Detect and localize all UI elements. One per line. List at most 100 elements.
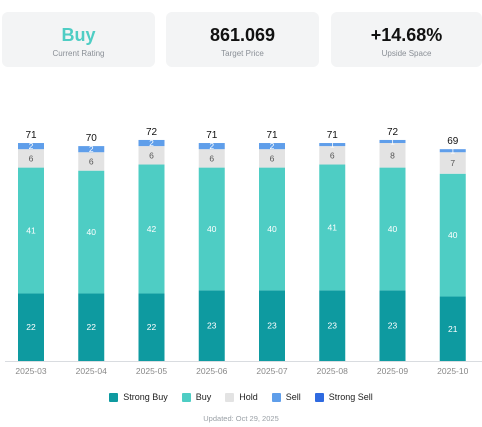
- data-label: 1: [390, 136, 395, 146]
- data-label: 21: [448, 324, 458, 334]
- legend-swatch: [271, 392, 281, 402]
- bar-segment: [319, 164, 346, 291]
- data-label: 2: [29, 141, 34, 151]
- bar-total-label: 71: [327, 130, 339, 141]
- bar-total-label: 72: [387, 127, 399, 138]
- bar-segment: [18, 293, 44, 361]
- bar-total-label: 72: [146, 127, 158, 138]
- bar-segment: [138, 164, 165, 294]
- data-label: 6: [209, 153, 214, 163]
- data-label: 40: [448, 230, 458, 240]
- chart-legend: Strong Buy Buy Hold Sell Strong Sell: [0, 392, 482, 402]
- upside-space-label: Upside Space: [381, 49, 432, 58]
- legend-label: Hold: [239, 392, 258, 402]
- legend-item: Strong Buy: [109, 392, 168, 402]
- bar-segment: [78, 146, 105, 153]
- bar-segment: [259, 290, 285, 361]
- bar-segment: [319, 143, 346, 147]
- bar-segment: [18, 143, 44, 150]
- bar-segment: [379, 290, 406, 361]
- bar-segment: [138, 139, 165, 147]
- data-label: 23: [207, 321, 217, 331]
- bar-total-label: 71: [206, 130, 218, 141]
- x-tick-label: 2025-03: [15, 366, 46, 376]
- target-price-card: 861.069 Target Price: [166, 12, 319, 67]
- bar-segment: [379, 143, 406, 168]
- data-label: 7: [450, 158, 455, 168]
- legend-item: Strong Sell: [314, 392, 373, 402]
- x-tick-label: 2025-09: [377, 366, 408, 376]
- bar-segment: [198, 167, 225, 291]
- bar-segment: [198, 143, 225, 150]
- current-rating-label: Current Rating: [52, 49, 105, 58]
- x-tick-label: 2025-08: [317, 366, 348, 376]
- target-price-value: 861.069: [209, 25, 276, 45]
- x-tick-label: 2025-06: [196, 366, 227, 376]
- data-label: 2: [270, 141, 275, 151]
- data-label: 2: [209, 141, 214, 151]
- bar-segment: [138, 146, 165, 165]
- data-label: 1: [330, 140, 335, 150]
- bar-segment: [439, 296, 466, 361]
- data-label: 40: [87, 227, 97, 237]
- data-label: 40: [207, 224, 217, 234]
- bar-segment: [198, 149, 225, 168]
- bar-segment: [259, 167, 285, 291]
- legend-item: Buy: [181, 392, 212, 402]
- bar-segment: [379, 167, 406, 291]
- data-label: 23: [267, 321, 277, 331]
- data-label: 22: [147, 322, 157, 332]
- legend-swatch: [109, 392, 119, 402]
- upside-space-card: +14.68% Upside Space: [331, 12, 482, 67]
- legend-swatch: [181, 392, 191, 402]
- data-label: 8: [390, 150, 395, 160]
- current-rating-card: Buy Current Rating: [2, 12, 155, 67]
- bar-segment: [78, 170, 105, 294]
- bar-segment: [78, 293, 105, 361]
- updated-timestamp: Updated: Oct 29, 2025: [203, 414, 279, 423]
- data-label: 40: [267, 224, 277, 234]
- data-label: 40: [388, 224, 398, 234]
- legend-item: Hold: [225, 392, 258, 402]
- data-label: 6: [330, 150, 335, 160]
- bar-segment: [259, 149, 285, 168]
- target-price-label: Target Price: [221, 49, 264, 58]
- data-label: 6: [89, 156, 94, 166]
- data-label: 42: [147, 224, 157, 234]
- legend-label: Strong Sell: [328, 392, 373, 402]
- bar-segment: [18, 167, 44, 294]
- data-label: 41: [328, 222, 338, 232]
- bar-segment: [319, 146, 346, 165]
- bar-segment: [439, 152, 466, 174]
- x-tick-label: 2025-07: [256, 366, 287, 376]
- x-tick-label: 2025-04: [76, 366, 107, 376]
- data-label: 23: [328, 321, 338, 331]
- bar-segment: [138, 293, 165, 361]
- upside-space-value: +14.68%: [370, 25, 443, 45]
- data-label: 22: [87, 322, 97, 332]
- data-label: 6: [149, 150, 154, 160]
- data-label: 1: [450, 146, 455, 156]
- legend-swatch: [225, 392, 235, 402]
- legend-label: Strong Buy: [123, 392, 168, 402]
- bar-total-label: 69: [447, 136, 459, 147]
- legend-label: Sell: [285, 392, 301, 402]
- bar-segment: [198, 290, 225, 361]
- bar-total-label: 71: [25, 130, 37, 141]
- x-tick-label: 2025-10: [437, 366, 468, 376]
- bar-total-label: 71: [266, 130, 278, 141]
- data-label: 22: [26, 322, 36, 332]
- bar-segment: [259, 143, 285, 150]
- bar-segment: [439, 149, 466, 153]
- bar-segment: [439, 173, 466, 297]
- bar-total-label: 70: [86, 133, 98, 144]
- data-label: 41: [26, 226, 36, 236]
- rating-stacked-bar-chart: 224162712025-03224062702025-042242627220…: [5, 127, 482, 376]
- legend-item: Sell: [271, 392, 301, 402]
- legend-label: Buy: [195, 392, 212, 402]
- bar-segment: [379, 139, 406, 144]
- bar-segment: [18, 149, 44, 168]
- data-label: 6: [270, 153, 275, 163]
- current-rating-value: Buy: [61, 25, 96, 45]
- data-label: 23: [388, 321, 398, 331]
